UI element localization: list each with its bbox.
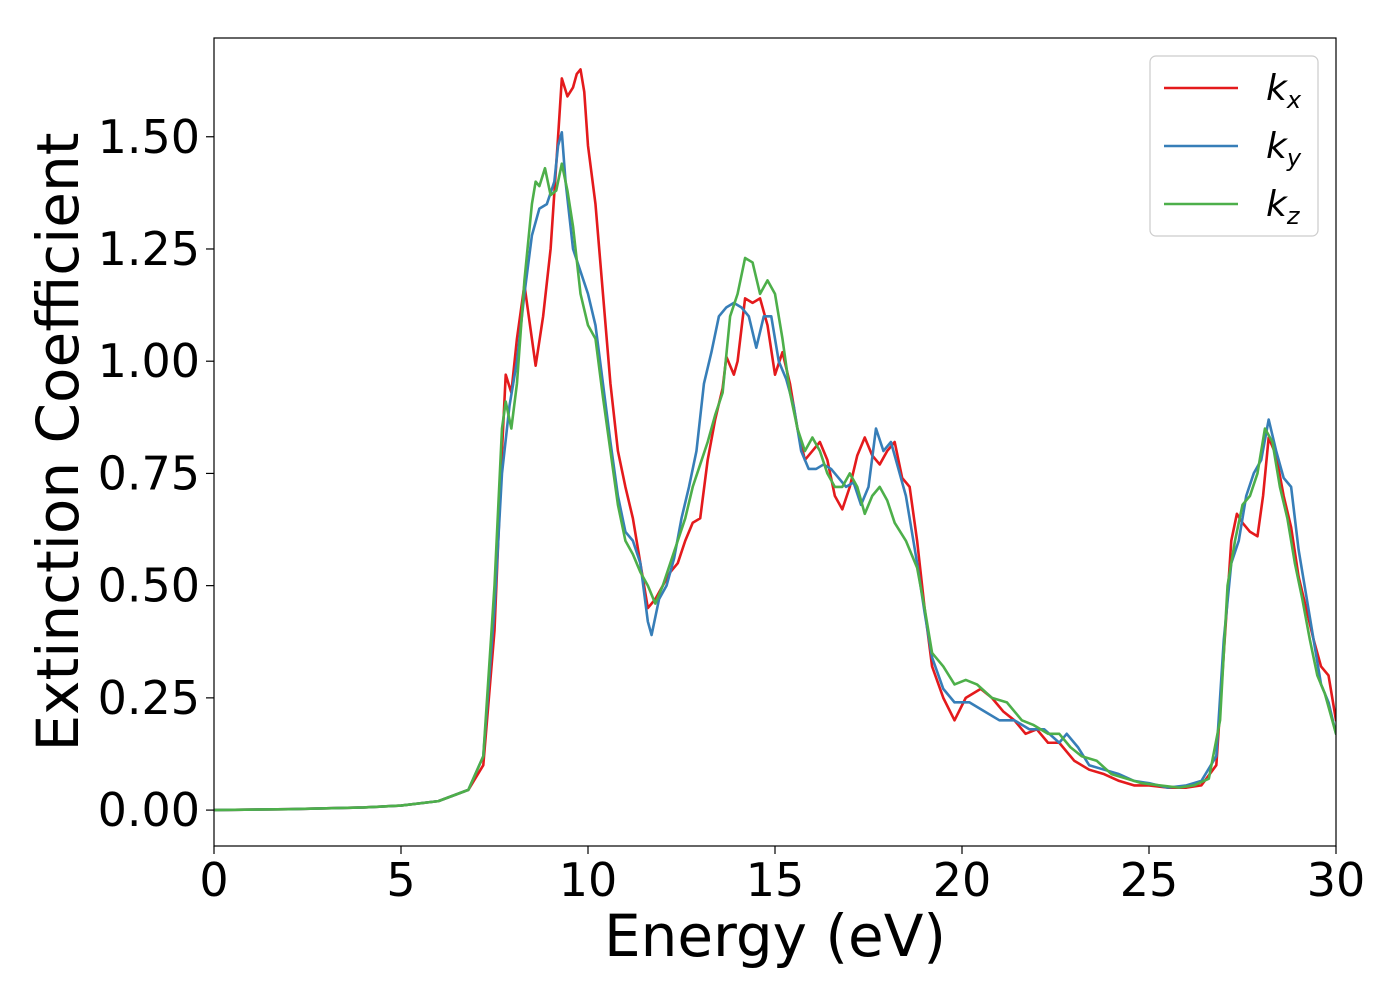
- y-axis-title: Extinction Coefficient: [24, 133, 92, 752]
- series-layer: [214, 68, 1336, 812]
- y-tick-label: 1.00: [98, 334, 200, 388]
- y-tick-label: 0.00: [98, 783, 200, 837]
- x-tick-label: 25: [1120, 853, 1179, 907]
- x-tick-label: 0: [199, 853, 228, 907]
- x-axis-title: Energy (eV): [604, 902, 946, 970]
- legend-label-k-x: kx: [1266, 68, 1302, 114]
- y-tick-label: 1.25: [98, 222, 200, 276]
- y-tick-label: 0.75: [98, 446, 200, 500]
- legend-label-k-z: kz: [1266, 184, 1301, 230]
- y-tick-label: 0.50: [98, 559, 200, 613]
- legend-label-subscript: z: [1286, 202, 1301, 230]
- legend-label-subscript: y: [1286, 144, 1302, 172]
- x-tick-label: 30: [1307, 853, 1366, 907]
- legend-label-main: k: [1266, 184, 1289, 225]
- x-tick-label: 20: [933, 853, 992, 907]
- x-tick-label: 10: [559, 853, 618, 907]
- legend-label-subscript: x: [1286, 86, 1302, 114]
- y-tick-label: 1.50: [98, 110, 200, 164]
- series-line-k-z: [214, 162, 1336, 812]
- legend-label-k-y: ky: [1266, 126, 1302, 172]
- series-line-k-y: [214, 130, 1336, 812]
- x-tick-label: 5: [386, 853, 415, 907]
- y-tick-label: 0.25: [98, 671, 200, 725]
- legend-label-main: k: [1266, 126, 1289, 167]
- legend-label-main: k: [1266, 68, 1289, 109]
- x-tick-label: 15: [746, 853, 805, 907]
- series-line-k-x: [214, 68, 1336, 812]
- x-axis-ticks: 0 5 10 15 20 25 30: [199, 846, 1365, 907]
- y-axis-ticks: 0.00 0.25 0.50 0.75 1.00 1.25 1.50: [98, 110, 214, 837]
